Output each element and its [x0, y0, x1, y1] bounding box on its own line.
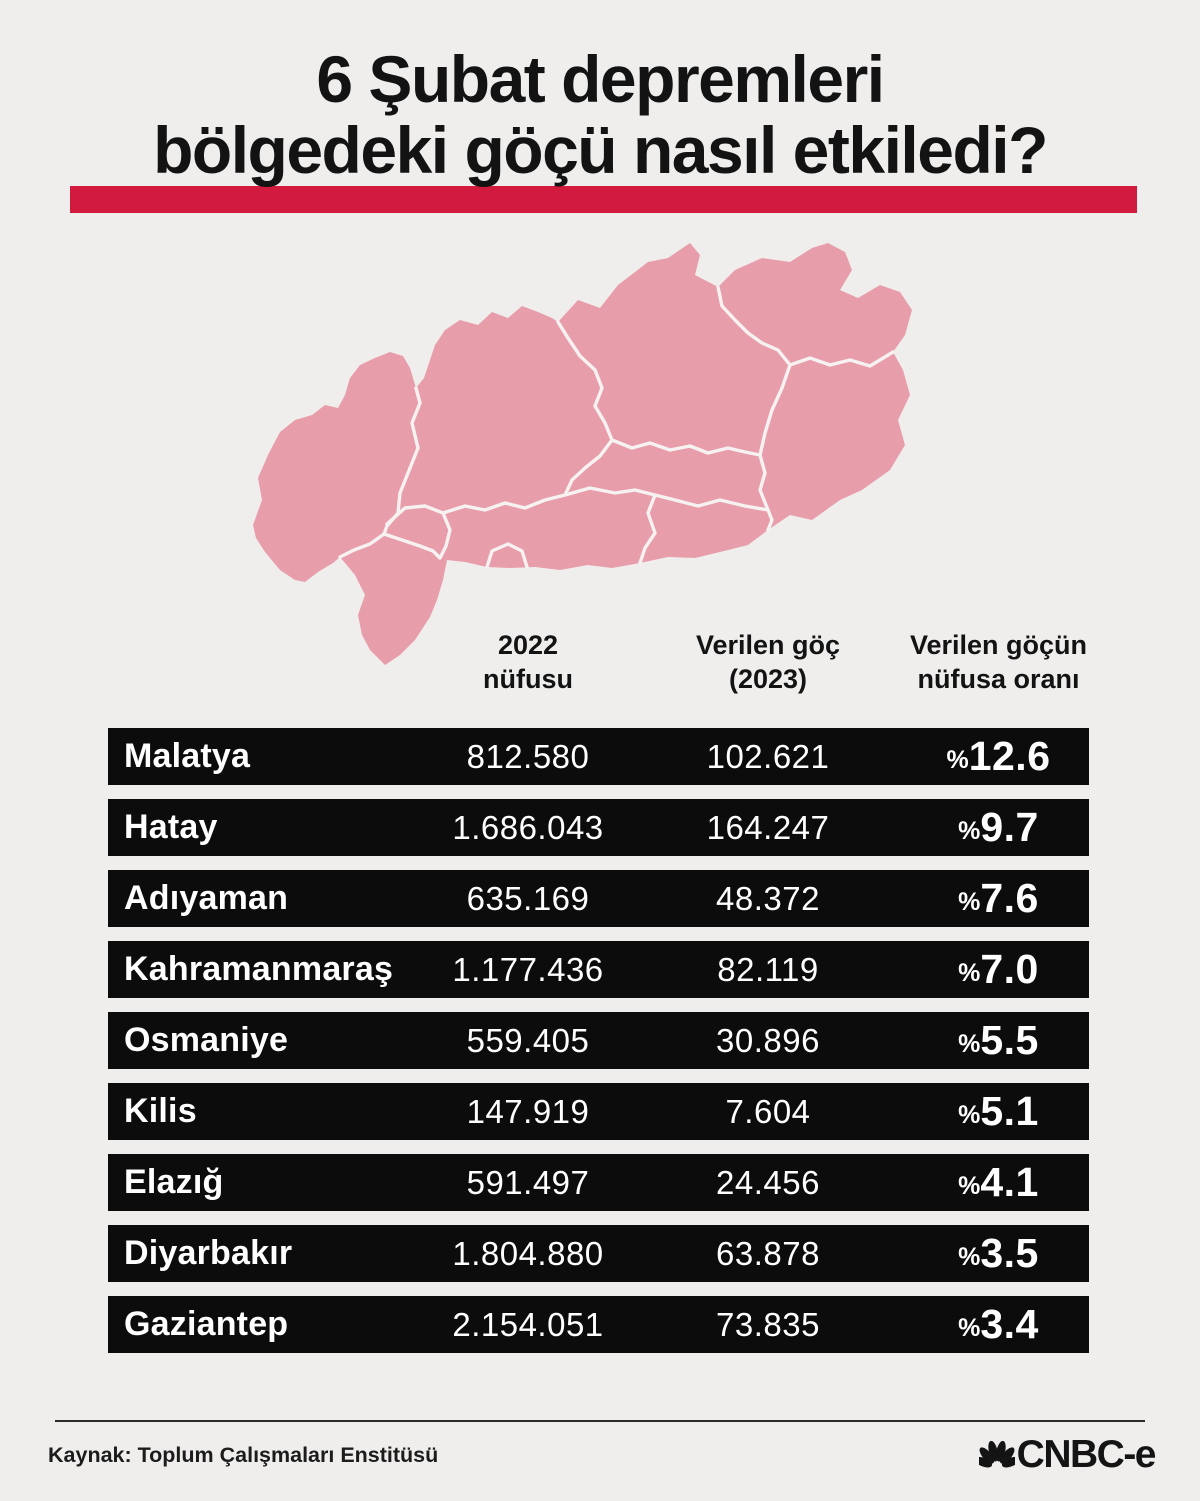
percent-number: 3.4 [980, 1301, 1039, 1347]
percent-sign: % [958, 1172, 981, 1200]
percent-value: %5.1 [908, 1088, 1089, 1135]
page-title: 6 Şubat depremleri bölgedeki göçü nasıl … [0, 44, 1200, 186]
migration-value: 30.896 [716, 1021, 820, 1059]
cnbc-e-logo: CNBC-e [978, 1433, 1157, 1476]
province-border-lines [338, 285, 895, 569]
column-header-ratio: Verilen göçün nüfusa oranı [909, 630, 1088, 694]
column-header-migration: Verilen göç (2023) [695, 630, 841, 694]
province-name: Hatay [124, 808, 218, 846]
table-row: Adıyaman 635.169 48.372 %7.6 [108, 870, 1089, 927]
percent-sign: % [958, 1243, 981, 1271]
footer-divider [55, 1420, 1145, 1422]
percent-number: 4.1 [980, 1159, 1039, 1205]
migration-value: 102.621 [706, 737, 830, 775]
percent-value: %5.5 [908, 1017, 1089, 1064]
percent-value: %7.6 [908, 875, 1089, 922]
column-header-spacer [108, 628, 428, 696]
percent-number: 5.1 [980, 1088, 1039, 1134]
table-header-row: 2022 nüfusu Verilen göç (2023) Verilen g… [108, 628, 1089, 696]
percent-number: 7.6 [980, 875, 1039, 921]
table-row: Diyarbakır 1.804.880 63.878 %3.5 [108, 1225, 1089, 1282]
population-value: 591.497 [466, 1163, 590, 1201]
percent-number: 7.0 [980, 946, 1039, 992]
province-name: Adıyaman [124, 879, 289, 917]
table-row: Malatya 812.580 102.621 %12.6 [108, 728, 1089, 785]
earthquake-region-map-svg [253, 243, 912, 665]
population-value: 147.919 [466, 1092, 590, 1130]
peacock-icon [978, 1441, 1015, 1468]
province-name: Diyarbakır [124, 1234, 293, 1272]
page-title-line1: 6 Şubat depremleri [316, 42, 885, 116]
percent-value: %3.4 [908, 1301, 1089, 1348]
percent-value: %7.0 [908, 946, 1089, 993]
percent-sign: % [958, 1030, 981, 1058]
province-name: Malatya [124, 737, 251, 775]
migration-value: 7.604 [725, 1092, 811, 1130]
percent-sign: % [958, 1314, 981, 1342]
population-value: 1.804.880 [452, 1234, 604, 1272]
table-row: Elazığ 591.497 24.456 %4.1 [108, 1154, 1089, 1211]
province-name: Osmaniye [124, 1021, 289, 1059]
table-row: Gaziantep 2.154.051 73.835 %3.4 [108, 1296, 1089, 1353]
province-name: Kahramanmaraş [124, 950, 394, 988]
population-value: 635.169 [466, 879, 590, 917]
province-name: Kilis [124, 1092, 197, 1130]
earthquake-region-map [250, 238, 940, 668]
population-value: 2.154.051 [452, 1305, 604, 1343]
table-row: Kilis 147.919 7.604 %5.1 [108, 1083, 1089, 1140]
percent-number: 9.7 [980, 804, 1039, 850]
population-value: 1.686.043 [452, 808, 604, 846]
migration-value: 82.119 [717, 950, 819, 988]
migration-value: 73.835 [716, 1305, 820, 1343]
migration-value: 63.878 [716, 1234, 820, 1272]
percent-sign: % [958, 1101, 981, 1129]
migration-value: 24.456 [716, 1163, 820, 1201]
percent-value: %4.1 [908, 1159, 1089, 1206]
brand-text: CNBC-e [1016, 1433, 1157, 1476]
migration-value: 164.247 [706, 808, 830, 846]
population-value: 1.177.436 [452, 950, 604, 988]
title-block: 6 Şubat depremleri bölgedeki göçü nasıl … [0, 0, 1200, 230]
title-red-underline [70, 186, 1137, 213]
data-table: Malatya 812.580 102.621 %12.6 Hatay 1.686.043… [108, 728, 1089, 1367]
percent-sign: % [958, 817, 981, 845]
percent-sign: % [946, 746, 969, 774]
percent-sign: % [958, 959, 981, 987]
province-name: Gaziantep [124, 1305, 289, 1343]
table-row: Kahramanmaraş 1.177.436 82.119 %7.0 [108, 941, 1089, 998]
page-title-line2: bölgedeki göçü nasıl etkiledi? [153, 113, 1048, 187]
table-row: Osmaniye 559.405 30.896 %5.5 [108, 1012, 1089, 1069]
percent-value: %3.5 [908, 1230, 1089, 1277]
percent-sign: % [958, 888, 981, 916]
percent-number: 12.6 [968, 733, 1051, 779]
percent-number: 3.5 [980, 1230, 1039, 1276]
source-note: Kaynak: Toplum Çalışmaları Enstitüsü [48, 1443, 439, 1467]
percent-number: 5.5 [980, 1017, 1039, 1063]
percent-value: %12.6 [908, 733, 1089, 780]
population-value: 812.580 [466, 737, 590, 775]
province-name: Elazığ [124, 1163, 224, 1201]
column-header-population: 2022 nüfusu [483, 630, 573, 694]
table-row: Hatay 1.686.043 164.247 %9.7 [108, 799, 1089, 856]
population-value: 559.405 [466, 1021, 590, 1059]
migration-value: 48.372 [716, 879, 820, 917]
percent-value: %9.7 [908, 804, 1089, 851]
map-region-silhouette [253, 243, 912, 665]
